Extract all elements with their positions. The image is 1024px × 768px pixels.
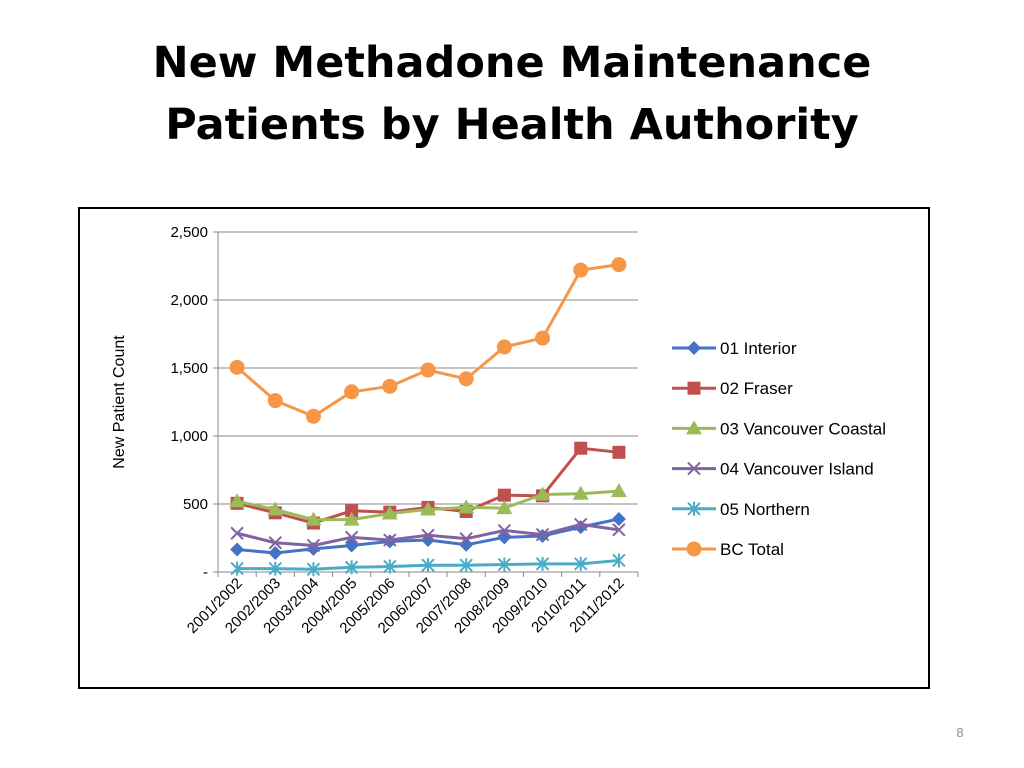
data-point-bc-total <box>344 384 360 400</box>
data-point-04-vancouver-island <box>612 523 626 537</box>
legend-marker-01-interior <box>687 341 701 355</box>
data-point-03-vancouver-coastal <box>458 499 475 514</box>
data-point-bc-total <box>267 393 283 409</box>
data-point-05-northern <box>230 561 244 576</box>
legend-label-05-northern: 05 Northern <box>720 500 810 519</box>
legend-marker-03-vancouver-coastal <box>686 420 702 435</box>
data-point-bc-total <box>382 378 398 394</box>
data-point-04-vancouver-island <box>268 536 282 550</box>
y-tick-label: 1,500 <box>170 360 208 377</box>
data-point-05-northern <box>497 557 512 572</box>
data-point-bc-total <box>305 408 321 424</box>
legend-label-02-fraser: 02 Fraser <box>720 379 793 398</box>
data-point-04-vancouver-island <box>306 538 321 553</box>
slide-title-line2: Patients by Health Authority <box>165 100 859 150</box>
series-line-bc-total <box>236 263 620 418</box>
data-point-05-northern <box>612 553 626 568</box>
data-point-04-vancouver-island <box>421 528 435 542</box>
data-point-05-northern <box>268 561 282 576</box>
data-point-03-vancouver-coastal <box>305 511 322 526</box>
data-point-01-interior <box>268 545 283 560</box>
data-point-bc-total <box>420 362 436 378</box>
y-tick-label: - <box>203 564 208 581</box>
data-point-02-fraser <box>574 441 588 455</box>
data-point-bc-total <box>229 359 245 375</box>
legend-label-04-vancouver-island: 04 Vancouver Island <box>720 460 874 479</box>
data-point-03-vancouver-coastal <box>420 501 436 516</box>
data-point-04-vancouver-island <box>230 526 244 540</box>
data-point-05-northern <box>574 556 588 571</box>
data-point-04-vancouver-island <box>459 531 473 546</box>
data-point-01-interior <box>573 520 588 535</box>
y-tick-label: 2,000 <box>170 292 208 309</box>
data-point-01-interior <box>344 538 359 553</box>
slide-title: New Methadone Maintenance Patients by He… <box>0 32 1024 156</box>
y-tick-label: 2,500 <box>170 224 208 241</box>
legend-marker-02-fraser <box>687 381 701 395</box>
data-point-04-vancouver-island <box>535 527 550 542</box>
data-point-bc-total <box>496 339 512 355</box>
legend-label-03-vancouver-coastal: 03 Vancouver Coastal <box>720 419 886 438</box>
data-point-04-vancouver-island <box>574 517 588 532</box>
data-point-03-vancouver-coastal <box>381 505 398 520</box>
data-point-04-vancouver-island <box>344 530 359 545</box>
data-point-03-vancouver-coastal <box>496 500 513 515</box>
data-point-05-northern <box>306 562 321 577</box>
data-point-03-vancouver-coastal <box>229 493 246 508</box>
data-point-03-vancouver-coastal <box>534 486 551 501</box>
data-point-03-vancouver-coastal <box>610 483 627 498</box>
line-chart: -5001,0001,5002,0002,5002001/20022002/20… <box>111 224 886 637</box>
y-axis-title: New Patient Count <box>111 335 128 469</box>
data-point-04-vancouver-island <box>497 523 512 538</box>
data-point-05-northern <box>383 559 397 574</box>
legend-label-01-interior: 01 Interior <box>720 339 797 358</box>
data-point-02-fraser <box>612 445 626 459</box>
data-point-bc-total <box>458 371 474 387</box>
data-point-bc-total <box>611 257 627 273</box>
data-point-02-fraser <box>345 504 359 518</box>
legend-label-bc-total: BC Total <box>720 540 784 559</box>
data-point-03-vancouver-coastal <box>572 485 589 500</box>
data-point-04-vancouver-island <box>383 533 397 547</box>
slide-title-line1: New Methadone Maintenance <box>152 38 872 88</box>
data-point-bc-total <box>573 262 589 278</box>
chart-frame: -500 1,000 1,500 2,000 2,500 2001/2002 2002/20… <box>78 207 930 689</box>
data-point-05-northern <box>535 556 550 571</box>
data-point-05-northern <box>421 558 435 573</box>
legend-marker-04-vancouver-island <box>687 461 701 476</box>
legend-marker-05-northern <box>687 501 701 516</box>
data-point-bc-total <box>535 330 551 346</box>
y-tick-label: 1,000 <box>170 428 208 445</box>
data-point-05-northern <box>459 558 473 573</box>
data-point-03-vancouver-coastal <box>343 511 360 526</box>
data-point-01-interior <box>230 542 245 557</box>
data-point-02-fraser <box>497 488 511 502</box>
y-tick-label: 500 <box>183 496 208 513</box>
legend-marker-bc-total <box>686 541 702 557</box>
data-point-03-vancouver-coastal <box>267 501 284 516</box>
data-point-05-northern <box>344 560 359 575</box>
slide-number: 8 <box>956 725 964 740</box>
